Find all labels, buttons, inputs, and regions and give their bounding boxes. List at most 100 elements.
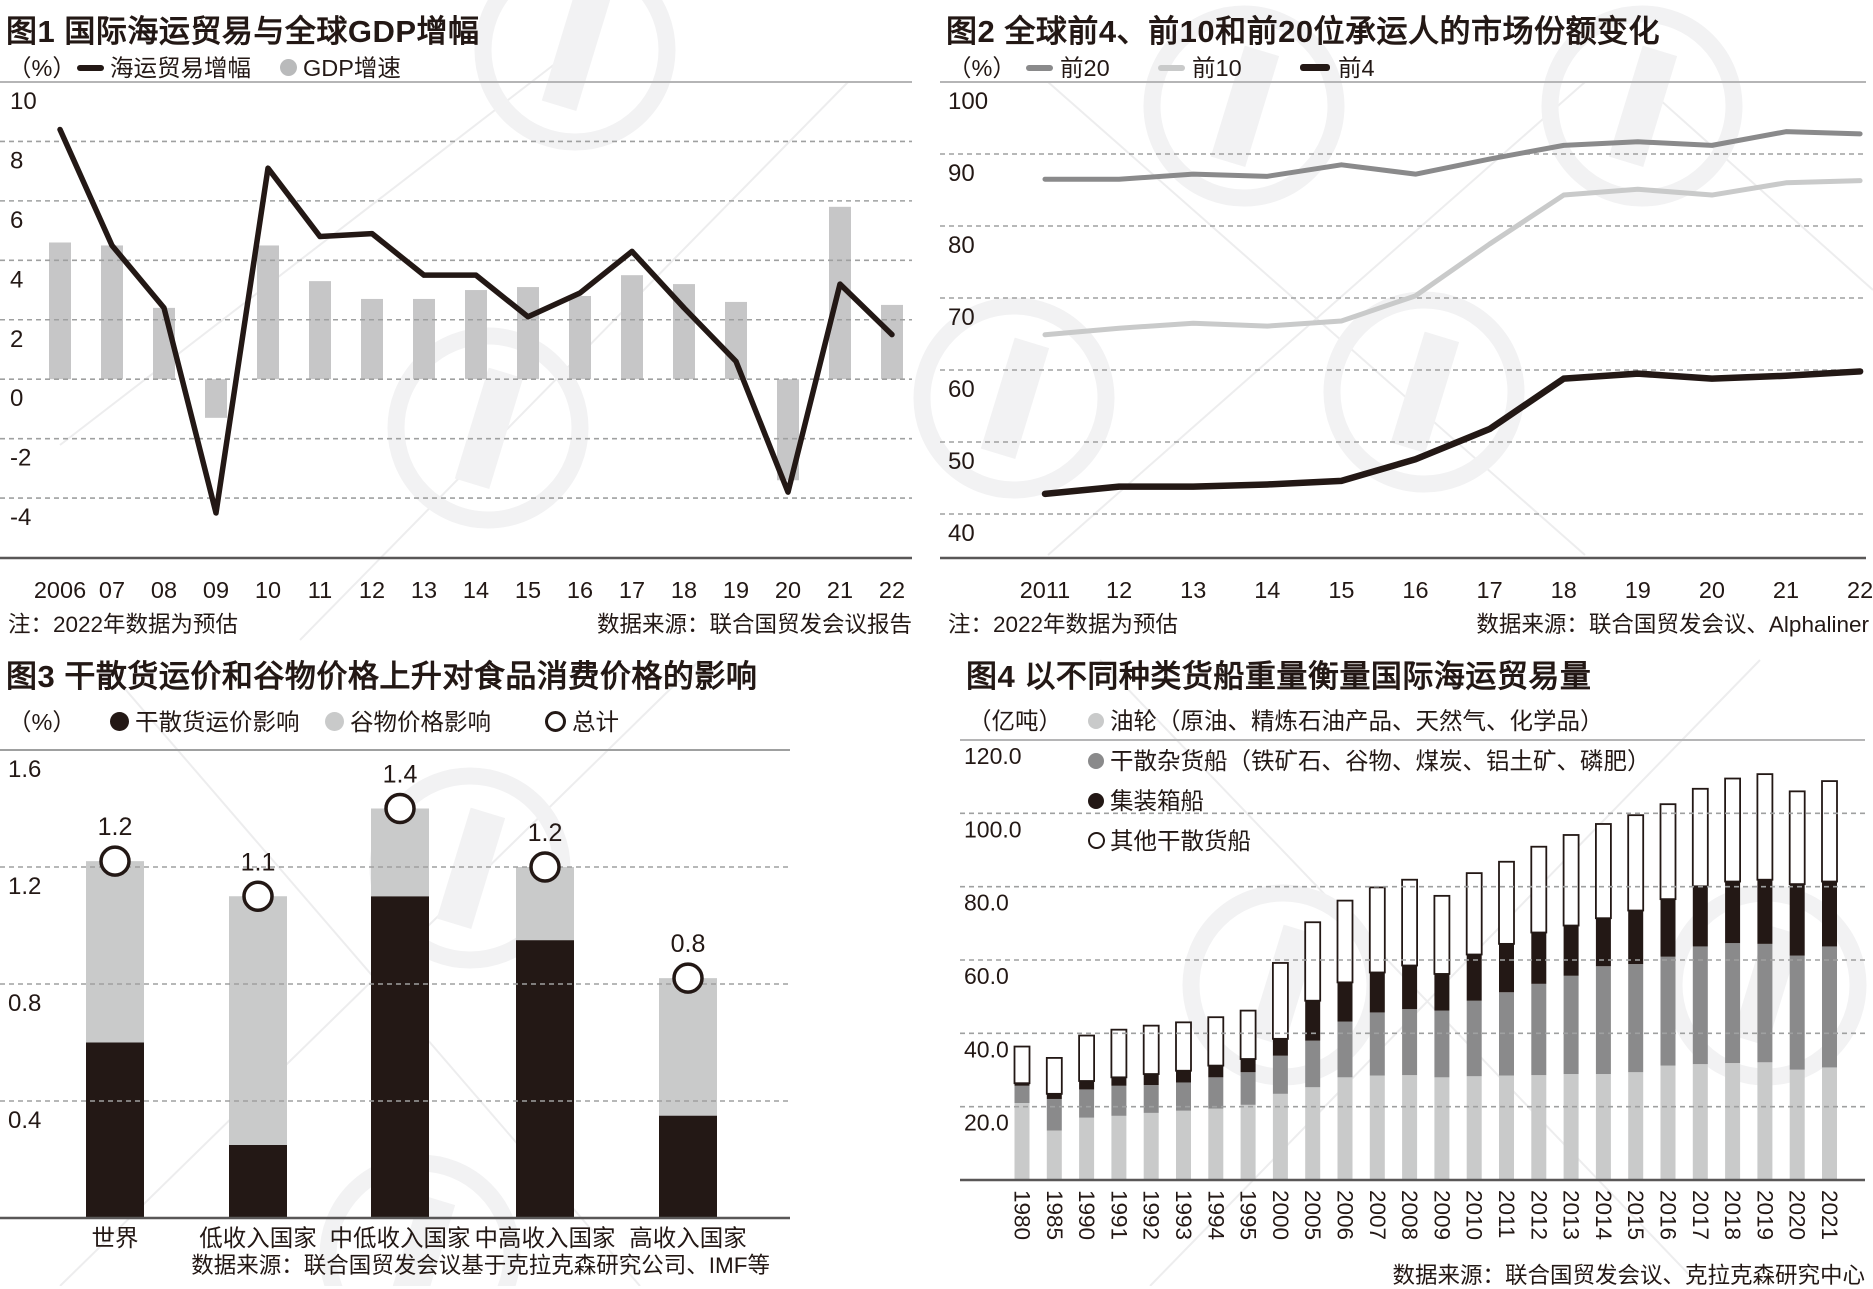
otherdry-bar <box>1045 1057 1063 1095</box>
x-category-label: 高收入国家 <box>629 1225 747 1251</box>
total-value-label: 1.4 <box>383 761 418 789</box>
fig3-legend-label-freight: 干散货运价影响 <box>135 709 300 735</box>
gdp-bar <box>725 301 747 380</box>
y-tick-label: 100 <box>948 88 988 115</box>
tanker-bar <box>1143 1112 1159 1180</box>
container-bar <box>1789 884 1805 956</box>
container-bar <box>1014 1083 1030 1086</box>
tanker-bar <box>1337 1077 1353 1180</box>
total-marker <box>384 792 416 825</box>
y-tick-label: 60 <box>948 376 975 403</box>
x-tick-label: 1995 <box>1236 1190 1261 1240</box>
fig1-note: 注：2022年数据为预估 <box>8 612 239 637</box>
container-bar <box>1757 879 1773 944</box>
bulk-bar <box>1692 946 1708 1065</box>
x-tick-label: 22 <box>1847 577 1873 603</box>
otherdry-bar <box>1756 773 1774 881</box>
otherdry-bar <box>1142 1024 1160 1075</box>
fig4-plot: 120.0 100.0 80.0 60.0 40.0 20.0 1980 1985 1990 19… <box>960 739 1865 1240</box>
y-tick-label: 10 <box>10 88 37 115</box>
y-tick-label: 8 <box>10 147 23 174</box>
x-tick-label: 2011 <box>1494 1190 1519 1238</box>
otherdry-bar <box>1336 899 1354 984</box>
bulk-bar <box>1499 992 1514 1076</box>
gdp-bar <box>777 379 799 481</box>
otherdry-bar <box>1595 823 1612 920</box>
x-tick-label: 2006 <box>34 577 86 603</box>
fig1-legend-label-line: 海运贸易增幅 <box>110 55 251 81</box>
tanker-bar <box>1369 1075 1385 1180</box>
x-tick-label: 12 <box>1106 577 1132 603</box>
fig4-legend-label-otherdry: 其他干散货船 <box>1110 828 1251 854</box>
container-bar <box>1725 881 1741 944</box>
x-tick-label: 1985 <box>1042 1190 1067 1240</box>
fig1-legend: （%） 海运贸易增幅 GDP增速 <box>0 54 915 88</box>
y-tick-label: 60.0 <box>964 963 1009 989</box>
gdp-bar <box>465 290 487 380</box>
bulk-bar <box>1402 1009 1418 1076</box>
container-bar <box>1822 881 1837 947</box>
bulk-bar <box>1240 1072 1256 1105</box>
container-bar <box>1079 1081 1095 1090</box>
container-bar <box>1111 1077 1127 1086</box>
y-tick-label: 40 <box>948 520 975 547</box>
y-tick-label: 1.2 <box>8 873 41 900</box>
gdp-bar <box>517 287 539 380</box>
nikkei-logo-watermark-icon <box>1541 5 1743 207</box>
y-tick-label: 80.0 <box>964 890 1009 916</box>
otherdry-circle-swatch-icon <box>1088 832 1105 849</box>
gdp-bar <box>413 298 435 380</box>
y-tick-label: 0 <box>10 385 23 412</box>
otherdry-bar <box>1207 1016 1225 1067</box>
otherdry-bar <box>1239 1009 1257 1060</box>
tanker-bar <box>1466 1076 1482 1180</box>
top20-line <box>1042 129 1863 182</box>
tanker-dot-swatch-icon <box>1088 713 1104 729</box>
x-tick-label: 08 <box>151 577 177 603</box>
tanker-bar <box>1628 1072 1644 1180</box>
x-category-label: 低收入国家 <box>199 1225 317 1251</box>
container-bar <box>1434 973 1450 1011</box>
y-tick-label: 90 <box>948 160 975 187</box>
fig4-legend-label-container: 集装箱船 <box>1110 788 1204 814</box>
tanker-bar <box>1240 1104 1256 1180</box>
x-tick-label: 2015 <box>1623 1190 1648 1240</box>
otherdry-bar <box>1433 894 1451 975</box>
x-tick-label: 1993 <box>1171 1190 1196 1240</box>
container-bar <box>1240 1059 1256 1073</box>
gdp-bar <box>673 284 695 380</box>
otherdry-bar <box>1530 845 1548 934</box>
bulk-bar <box>1595 966 1611 1075</box>
container-bar <box>1272 1038 1288 1056</box>
bulk-bar <box>1305 1040 1321 1088</box>
x-tick-label: 13 <box>411 577 437 603</box>
bulk-bar <box>1434 1010 1450 1078</box>
nikkei-logo-watermark-icon <box>913 297 1115 499</box>
x-tick-label: 12 <box>359 577 385 603</box>
x-tick-label: 22 <box>879 577 905 603</box>
x-category-label: 中高收入国家 <box>475 1225 616 1251</box>
freight-dot-swatch-icon <box>110 712 129 731</box>
otherdry-bar <box>1401 878 1419 967</box>
container-dot-swatch-icon <box>1088 793 1104 809</box>
top20-line-swatch-icon <box>1026 65 1053 71</box>
tanker-bar <box>1499 1075 1514 1180</box>
otherdry-bar <box>1078 1034 1095 1082</box>
gdp-bar <box>361 298 383 380</box>
fig2-legend-label-top20: 前20 <box>1060 55 1110 81</box>
x-tick-label: 16 <box>1402 577 1428 603</box>
bulk-bar <box>1563 975 1579 1075</box>
container-bar <box>1337 982 1353 1022</box>
otherdry-bar <box>1465 872 1483 956</box>
gdp-bar <box>309 281 331 380</box>
x-tick-label: 20 <box>775 577 801 603</box>
watermark-line <box>1149 659 1761 1286</box>
gdp-bar <box>569 295 591 380</box>
gdp-bar <box>257 245 279 380</box>
grain-impact-bar <box>229 896 287 1145</box>
x-tick-label: 2011 <box>1020 577 1071 603</box>
tanker-bar <box>1725 1063 1741 1180</box>
x-tick-label: 2007 <box>1365 1190 1390 1240</box>
freight-impact-bar <box>659 1115 717 1218</box>
